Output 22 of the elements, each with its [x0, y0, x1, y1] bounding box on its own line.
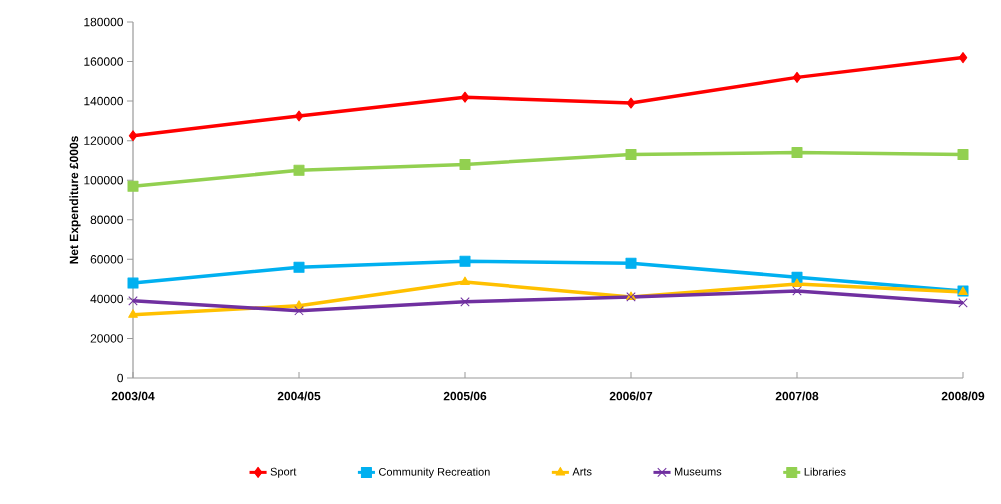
y-tick-label: 180000 [84, 17, 123, 27]
legend-label: Arts [572, 467, 592, 476]
legend-label: Museums [674, 467, 722, 476]
x-tick-label: 2006/07 [609, 391, 653, 401]
y-tick-label: 140000 [84, 96, 123, 106]
x-tick-label: 2003/04 [111, 391, 155, 401]
y-tick-label: 100000 [84, 175, 123, 185]
legend-label: Community Recreation [379, 467, 490, 478]
y-tick-label: 20000 [90, 334, 123, 343]
y-axis-title: Net Expenditure £000s [69, 136, 81, 264]
x-tick-label: 2008/09 [941, 391, 985, 401]
x-tick-label: 2005/06 [443, 391, 487, 401]
y-tick-label: 120000 [84, 136, 123, 145]
x-tick-label: 2007/08 [775, 391, 819, 401]
y-tick-label: 80000 [90, 215, 123, 225]
y-tick-label: 0 [117, 373, 124, 383]
y-tick-label: 60000 [90, 255, 123, 264]
x-tick-label: 2004/05 [277, 391, 321, 401]
legend-label: Libraries [804, 467, 846, 476]
y-tick-label: 40000 [90, 294, 123, 304]
y-tick-label: 160000 [84, 57, 123, 66]
legend-label: Sport [270, 467, 297, 478]
